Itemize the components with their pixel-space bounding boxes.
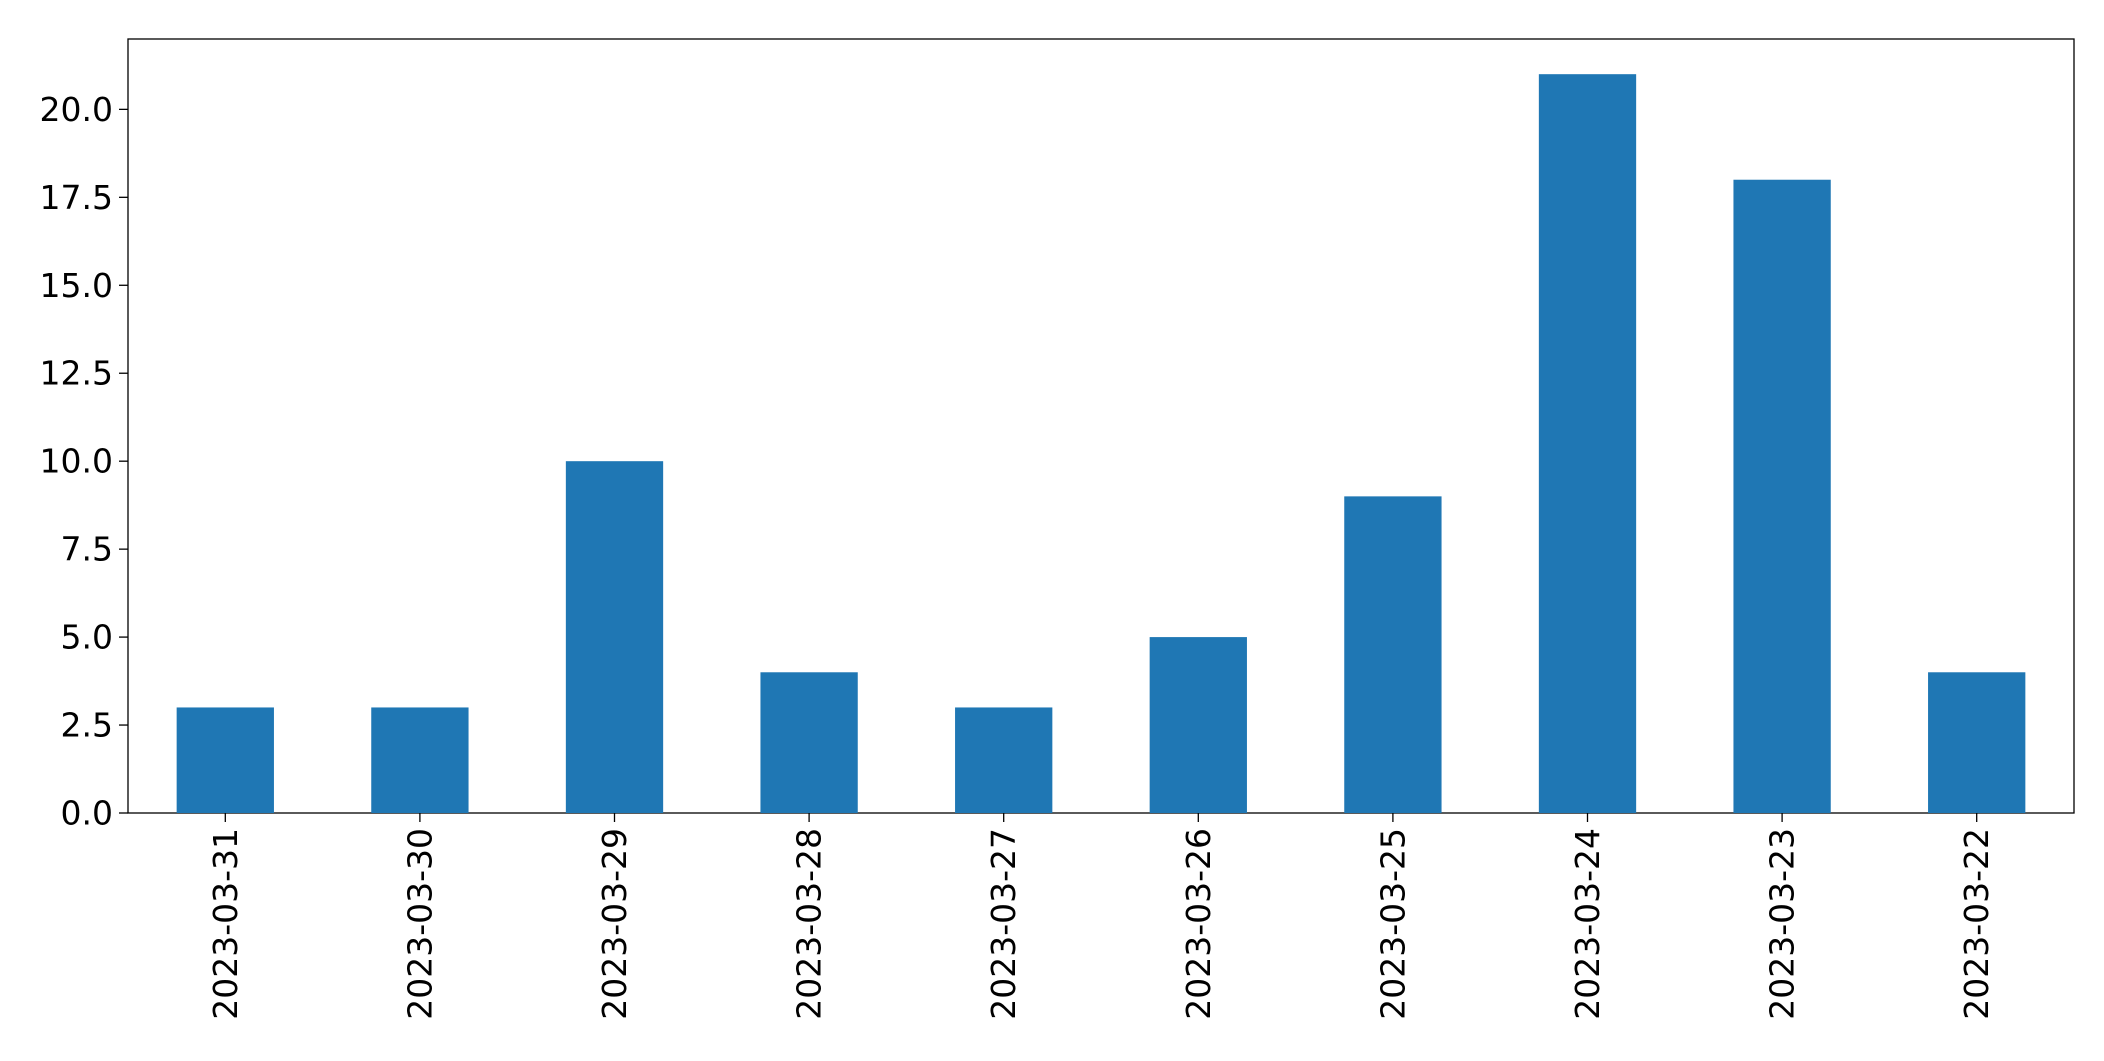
y-tick-label: 17.5 [40,178,113,217]
x-tick-label: 2023-03-28 [790,828,829,1020]
y-tick-label: 10.0 [40,442,113,481]
y-tick-label: 20.0 [40,90,113,129]
y-tick-label: 7.5 [61,530,113,569]
y-tick-label: 5.0 [61,618,113,657]
x-tick-label: 2023-03-25 [1373,828,1412,1020]
bar-2023-03-22 [1928,672,2026,813]
bar-2023-03-25 [1344,496,1442,813]
axes-frame [127,38,2075,814]
bar-2023-03-31 [176,707,274,813]
x-tick-label: 2023-03-24 [1568,828,1607,1020]
bar-2023-03-29 [565,461,664,813]
plot-area [127,38,2075,814]
bar-2023-03-30 [371,707,469,813]
y-axis: 0.0 2.5 5.0 7.5 10.0 12.5 15.0 17.5 20.0 [40,90,128,833]
y-tick-label: 15.0 [40,266,113,305]
x-tick-label: 2023-03-30 [400,828,439,1020]
y-tick-label: 2.5 [61,706,113,745]
x-tick-label: 2023-03-31 [206,828,245,1020]
x-tick-label: 2023-03-22 [1957,828,1996,1020]
x-tick-label: 2023-03-26 [1179,828,1218,1020]
bar-2023-03-28 [760,672,858,813]
bars [176,74,2026,813]
bar-2023-03-27 [955,707,1053,813]
x-tick-label: 2023-03-29 [595,828,634,1020]
y-tick-label: 0.0 [61,794,113,833]
x-tick-label: 2023-03-23 [1763,828,1802,1020]
bar-2023-03-26 [1149,637,1247,813]
bar-2023-03-23 [1733,179,1831,813]
bar-2023-03-24 [1538,74,1637,813]
x-tick-label: 2023-03-27 [984,828,1023,1020]
y-tick-label: 12.5 [40,354,113,393]
x-axis: 2023-03-31 2023-03-30 2023-03-29 2023-03-28… [206,813,1996,1020]
